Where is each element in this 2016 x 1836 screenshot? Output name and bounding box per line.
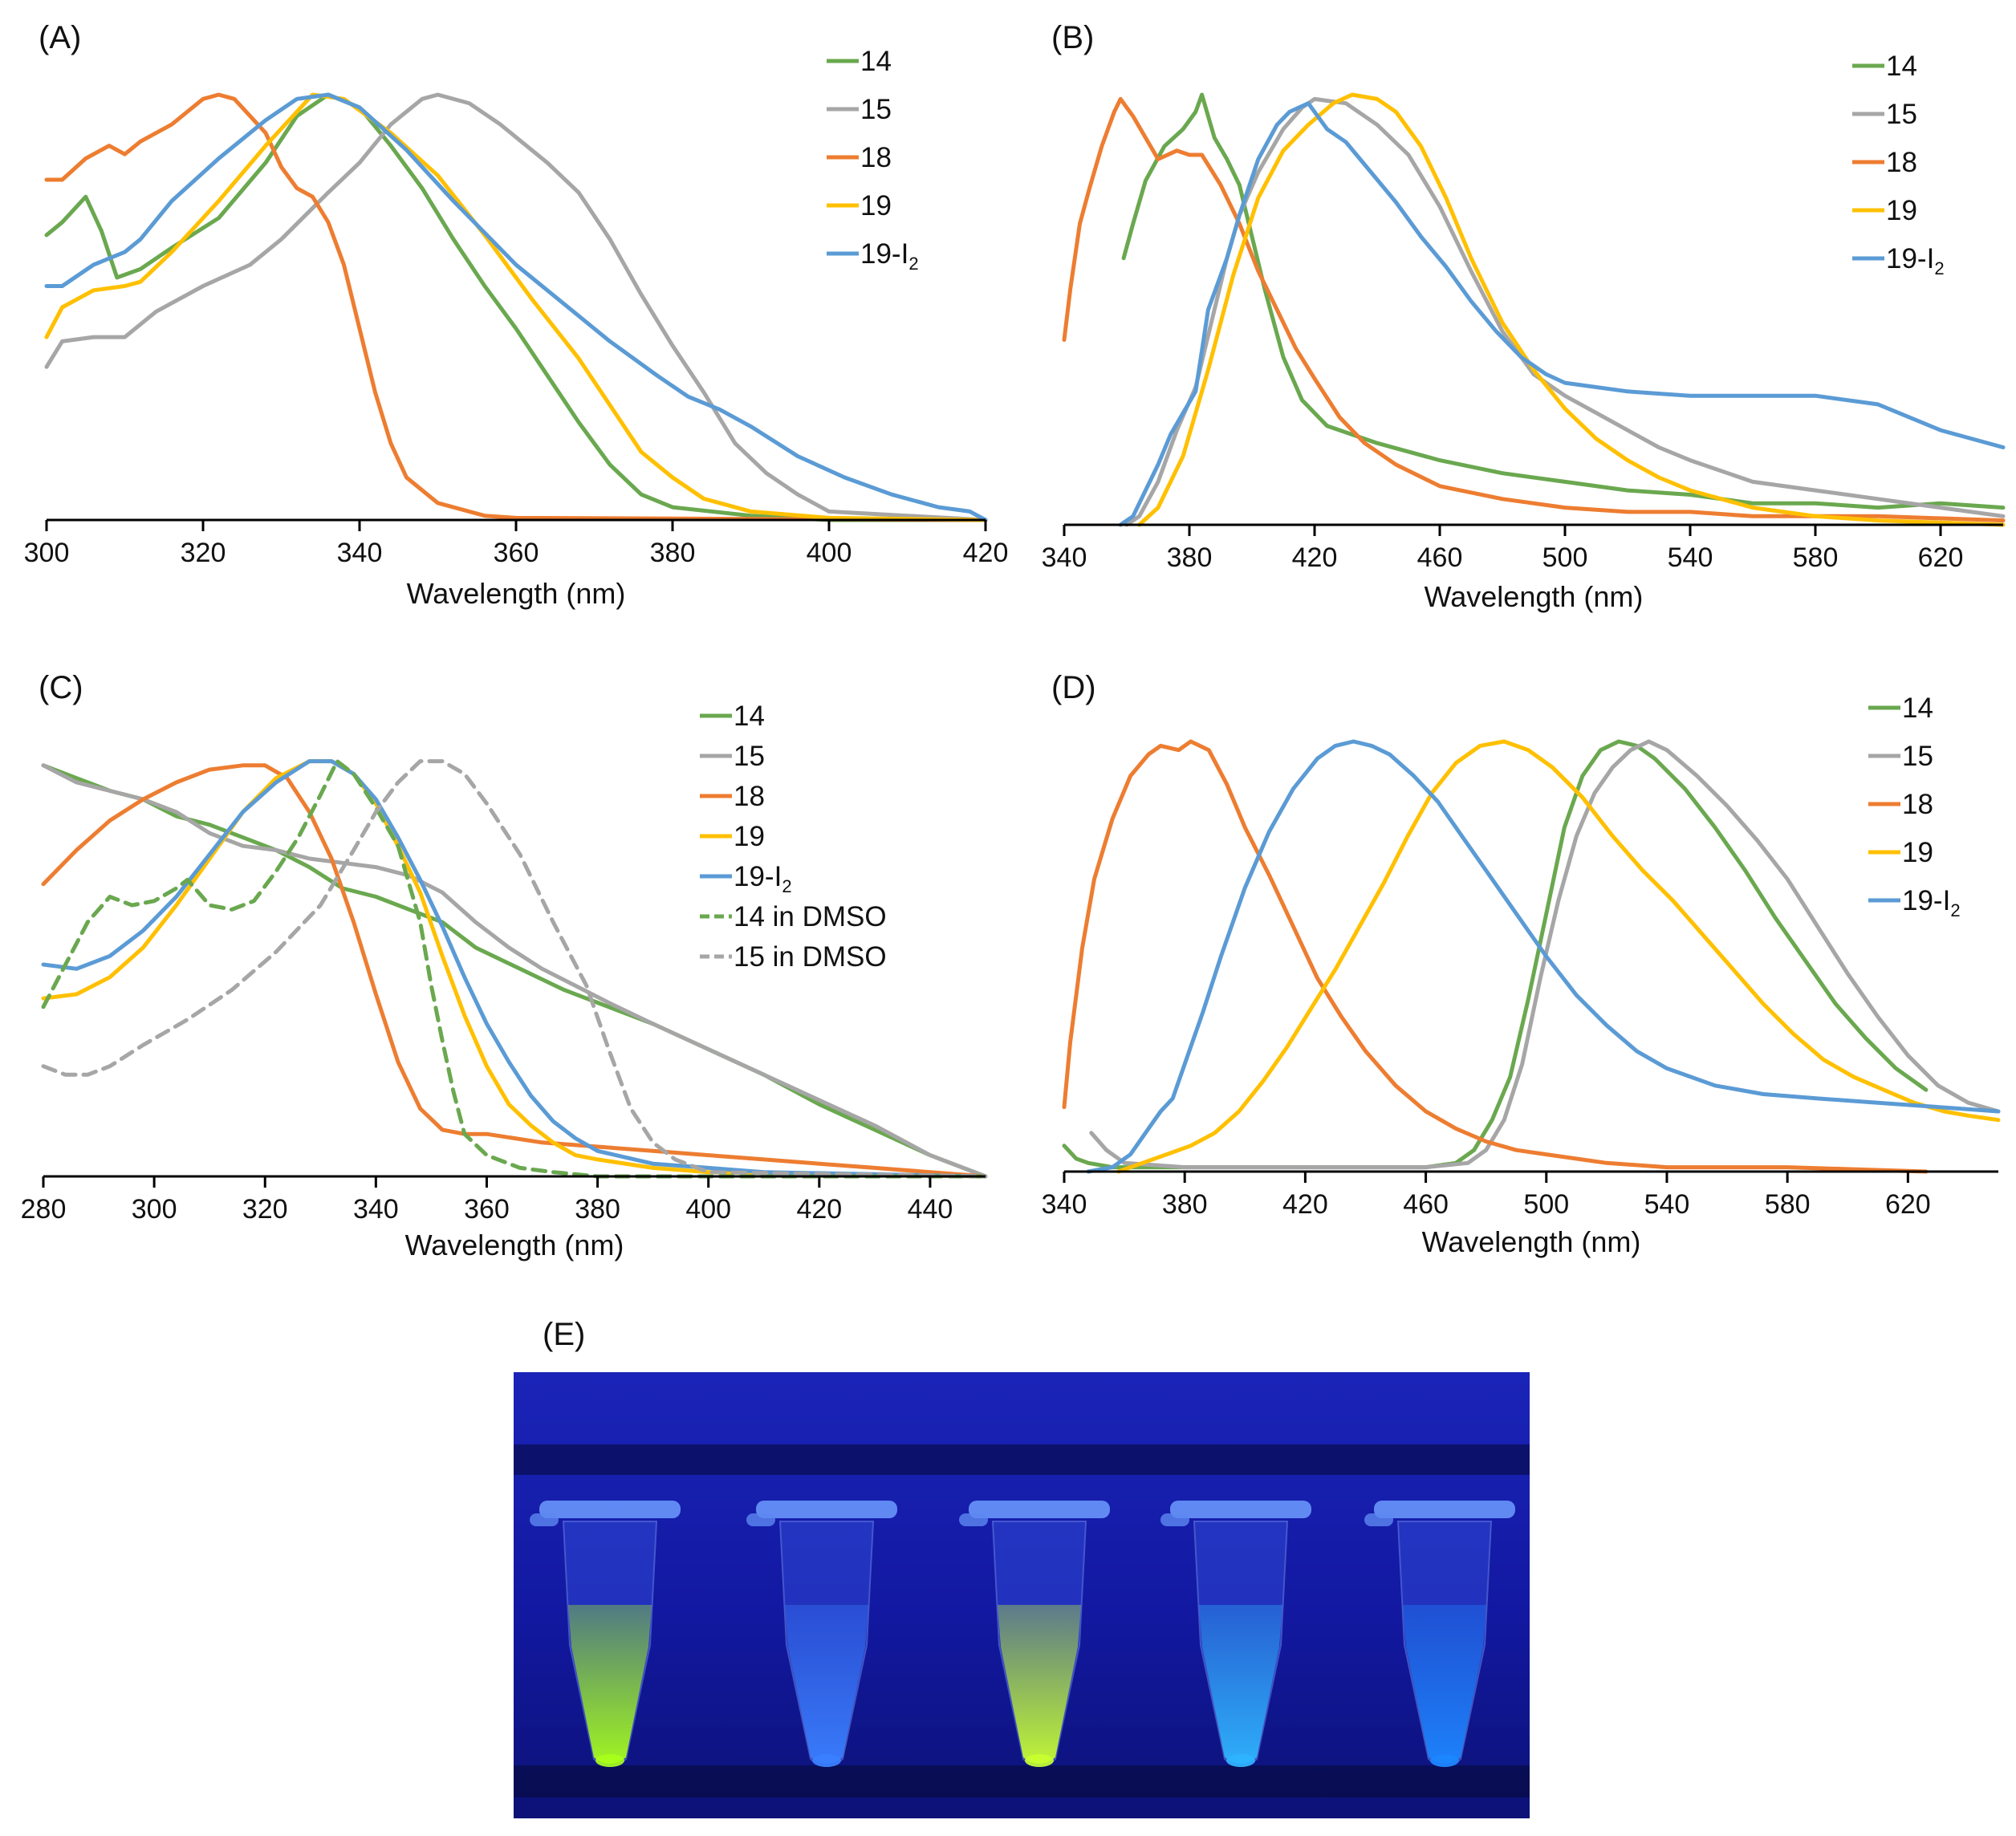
series-line-d-19	[1119, 741, 1998, 1172]
legend-label-b-18: 18	[1886, 147, 1917, 178]
x-tick-label-d-460: 460	[1403, 1189, 1449, 1220]
tube-drawings	[514, 1372, 1530, 1818]
x-tick-label-d-340: 340	[1042, 1189, 1087, 1220]
x-tick-label-b-420: 420	[1292, 542, 1338, 573]
x-tick-label-a-380: 380	[650, 538, 696, 568]
legend-label-c-14-in-DMSO: 14 in DMSO	[734, 901, 887, 932]
x-tick-label-a-420: 420	[963, 538, 1009, 568]
legend-label-b-19: 19	[1886, 195, 1917, 226]
chart-b: (B) 340 380 420 460 500 540 580 620 Wavelength (n…	[1042, 20, 2003, 613]
x-tick-label-b-500: 500	[1542, 542, 1588, 573]
series-line-d-18	[1064, 741, 1926, 1172]
x-tick-label-c-340: 340	[353, 1194, 399, 1225]
x-tick-label-c-360: 360	[464, 1194, 510, 1225]
panel-label-c: (C)	[39, 670, 83, 705]
legend-label-c-18: 18	[734, 781, 765, 812]
legend-label-d-15: 15	[1902, 741, 1933, 772]
x-tick-label-b-380: 380	[1167, 542, 1213, 573]
legend-label-c-19-I2: 19-I2	[734, 861, 792, 896]
x-tick-label-c-300: 300	[132, 1194, 177, 1225]
x-tick-label-c-440: 440	[908, 1194, 953, 1225]
x-tick-label-a-320: 320	[181, 538, 226, 568]
panel-label-e: (E)	[543, 1317, 585, 1352]
panel-label-d: (D)	[1051, 670, 1096, 705]
x-axis-title-c: Wavelength (nm)	[405, 1229, 624, 1261]
legend-label-d-19: 19	[1902, 837, 1933, 868]
legend-label-b-19-I2: 19-I2	[1886, 243, 1945, 278]
legend-label-c-14: 14	[734, 701, 765, 732]
panel-label-a: (A)	[39, 20, 81, 55]
tube-photo: 14 18 15 19 19-I2	[514, 1372, 1530, 1818]
legend-label-d-18: 18	[1902, 789, 1933, 820]
series-line-b-14	[1124, 95, 2003, 508]
x-tick-label-b-580: 580	[1793, 542, 1839, 573]
legend-label-d-19-I2: 19-I2	[1902, 885, 1961, 920]
series-line-d-14	[1064, 741, 1926, 1168]
photo-floor-band	[514, 1765, 1530, 1797]
legend-label-a-19: 19	[860, 190, 892, 221]
legend-label-c-15: 15	[734, 741, 765, 772]
x-tick-label-b-460: 460	[1417, 542, 1463, 573]
legend-label-a-15: 15	[860, 94, 892, 125]
x-tick-label-d-580: 580	[1765, 1189, 1811, 1220]
x-tick-label-c-400: 400	[685, 1194, 731, 1225]
legend-label-c-19: 19	[734, 821, 765, 852]
x-tick-label-c-380: 380	[575, 1194, 620, 1225]
legend-label-a-19-I2: 19-I2	[860, 238, 919, 274]
series-line-b-19-I2	[1120, 104, 2003, 525]
legend-label-b-14: 14	[1886, 51, 1917, 82]
legend-label-a-14: 14	[860, 46, 892, 77]
x-tick-label-c-320: 320	[242, 1194, 288, 1225]
x-tick-label-c-280: 280	[21, 1194, 67, 1225]
x-tick-label-d-620: 620	[1885, 1189, 1931, 1220]
x-axis-title-a: Wavelength (nm)	[407, 577, 626, 610]
legend-label-b-15: 15	[1886, 99, 1917, 130]
photo-shelf-band	[514, 1444, 1530, 1475]
x-tick-label-a-360: 360	[494, 538, 539, 568]
x-tick-label-a-340: 340	[337, 538, 383, 568]
x-tick-label-a-400: 400	[807, 538, 852, 568]
chart-d: (D) 340 380 420 460 500 540 580 620 Wavelength (n…	[1042, 670, 1998, 1258]
x-tick-label-d-380: 380	[1162, 1189, 1208, 1220]
legend-label-a-18: 18	[860, 142, 892, 173]
x-axis-title-b: Wavelength (nm)	[1425, 580, 1644, 613]
legend-label-c-15-in-DMSO: 15 in DMSO	[734, 941, 887, 973]
x-tick-label-b-340: 340	[1042, 542, 1087, 573]
x-tick-label-c-420: 420	[796, 1194, 842, 1225]
x-tick-label-a-300: 300	[24, 538, 70, 568]
x-tick-label-d-420: 420	[1282, 1189, 1328, 1220]
chart-c: (C) 280 300 320 340 360 380 400 420 440 Wavelength…	[21, 670, 986, 1261]
chart-a: (A) 300 320 340 360 380 400 420 Wavelength (nm) 1…	[24, 20, 1009, 610]
x-tick-label-d-540: 540	[1644, 1189, 1690, 1220]
legend-label-d-14: 14	[1902, 693, 1933, 724]
x-tick-label-b-620: 620	[1918, 542, 1964, 573]
x-tick-label-d-500: 500	[1523, 1189, 1569, 1220]
x-tick-label-b-540: 540	[1668, 542, 1713, 573]
panel-label-b: (B)	[1051, 20, 1094, 55]
x-axis-title-d: Wavelength (nm)	[1422, 1225, 1641, 1258]
